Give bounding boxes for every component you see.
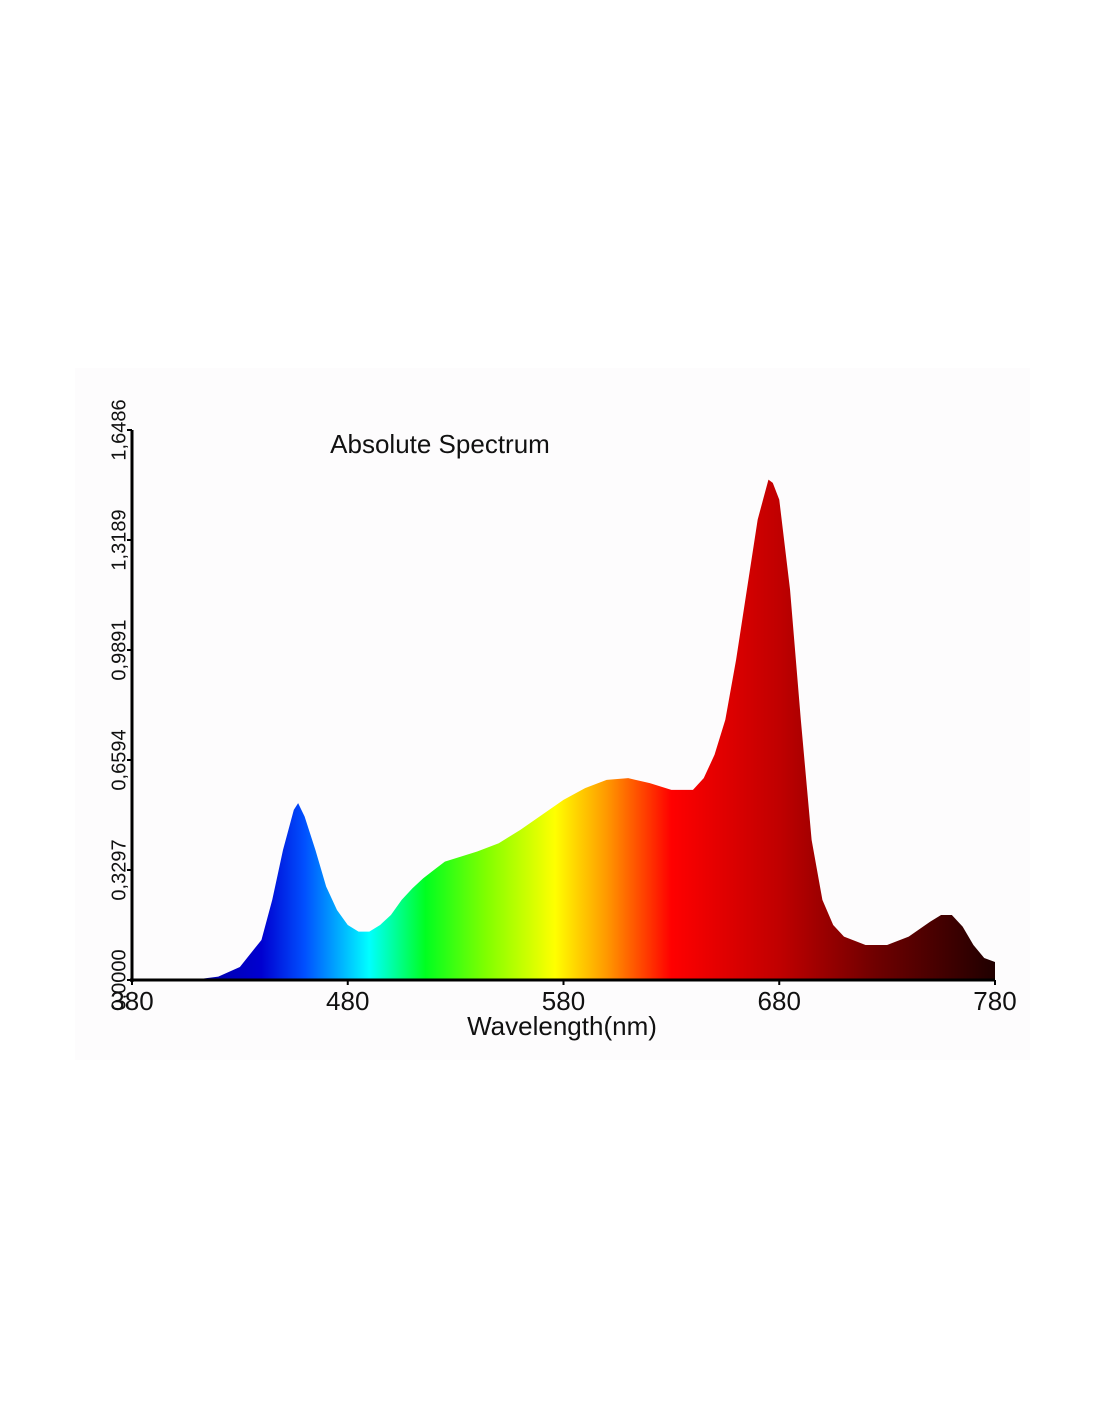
spectrum-area	[132, 479, 995, 980]
y-tick-label: 0,6594	[108, 729, 130, 790]
x-tick-label: 380	[110, 986, 153, 1016]
y-tick-label: 0,0000	[108, 949, 130, 1010]
x-tick-label: 580	[542, 986, 585, 1016]
x-axis-label: Wavelength(nm)	[467, 1011, 657, 1041]
y-tick-label: 0,9891	[108, 619, 130, 680]
y-tick-label: 1,3189	[108, 509, 130, 570]
y-tick-label: 0,3297	[108, 839, 130, 900]
chart-title: Absolute Spectrum	[330, 429, 550, 459]
x-tick-label: 780	[973, 986, 1016, 1016]
x-tick-label: 680	[758, 986, 801, 1016]
y-tick-label: 1,6486	[108, 399, 130, 460]
x-tick-label: 480	[326, 986, 369, 1016]
